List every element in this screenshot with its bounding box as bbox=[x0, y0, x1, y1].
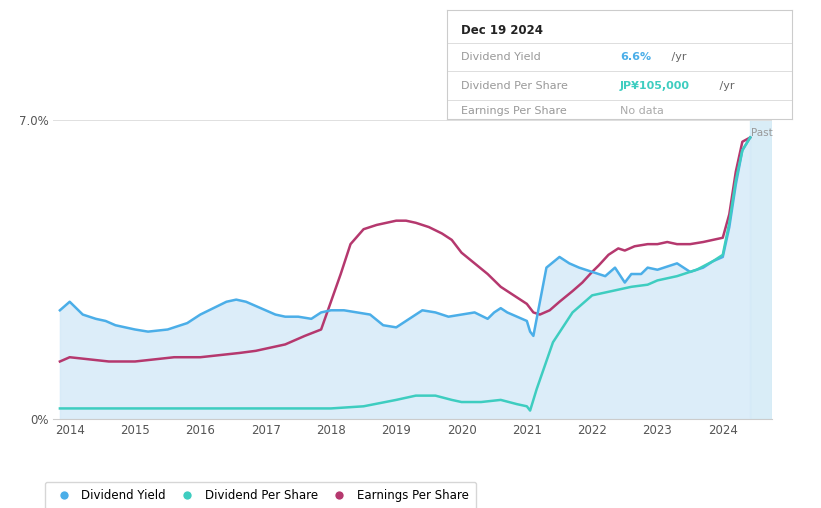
Text: JP¥105,000: JP¥105,000 bbox=[620, 81, 690, 90]
Text: Dividend Yield: Dividend Yield bbox=[461, 52, 541, 62]
Legend: Dividend Yield, Dividend Per Share, Earnings Per Share: Dividend Yield, Dividend Per Share, Earn… bbox=[45, 482, 476, 508]
Text: Dec 19 2024: Dec 19 2024 bbox=[461, 24, 544, 38]
Text: Past: Past bbox=[751, 128, 773, 138]
Text: Earnings Per Share: Earnings Per Share bbox=[461, 106, 567, 116]
Text: No data: No data bbox=[620, 106, 663, 116]
Text: /yr: /yr bbox=[717, 81, 735, 90]
Bar bbox=[750, 99, 772, 419]
Text: Dividend Per Share: Dividend Per Share bbox=[461, 81, 568, 90]
Text: /yr: /yr bbox=[668, 52, 686, 62]
Text: 6.6%: 6.6% bbox=[620, 52, 651, 62]
